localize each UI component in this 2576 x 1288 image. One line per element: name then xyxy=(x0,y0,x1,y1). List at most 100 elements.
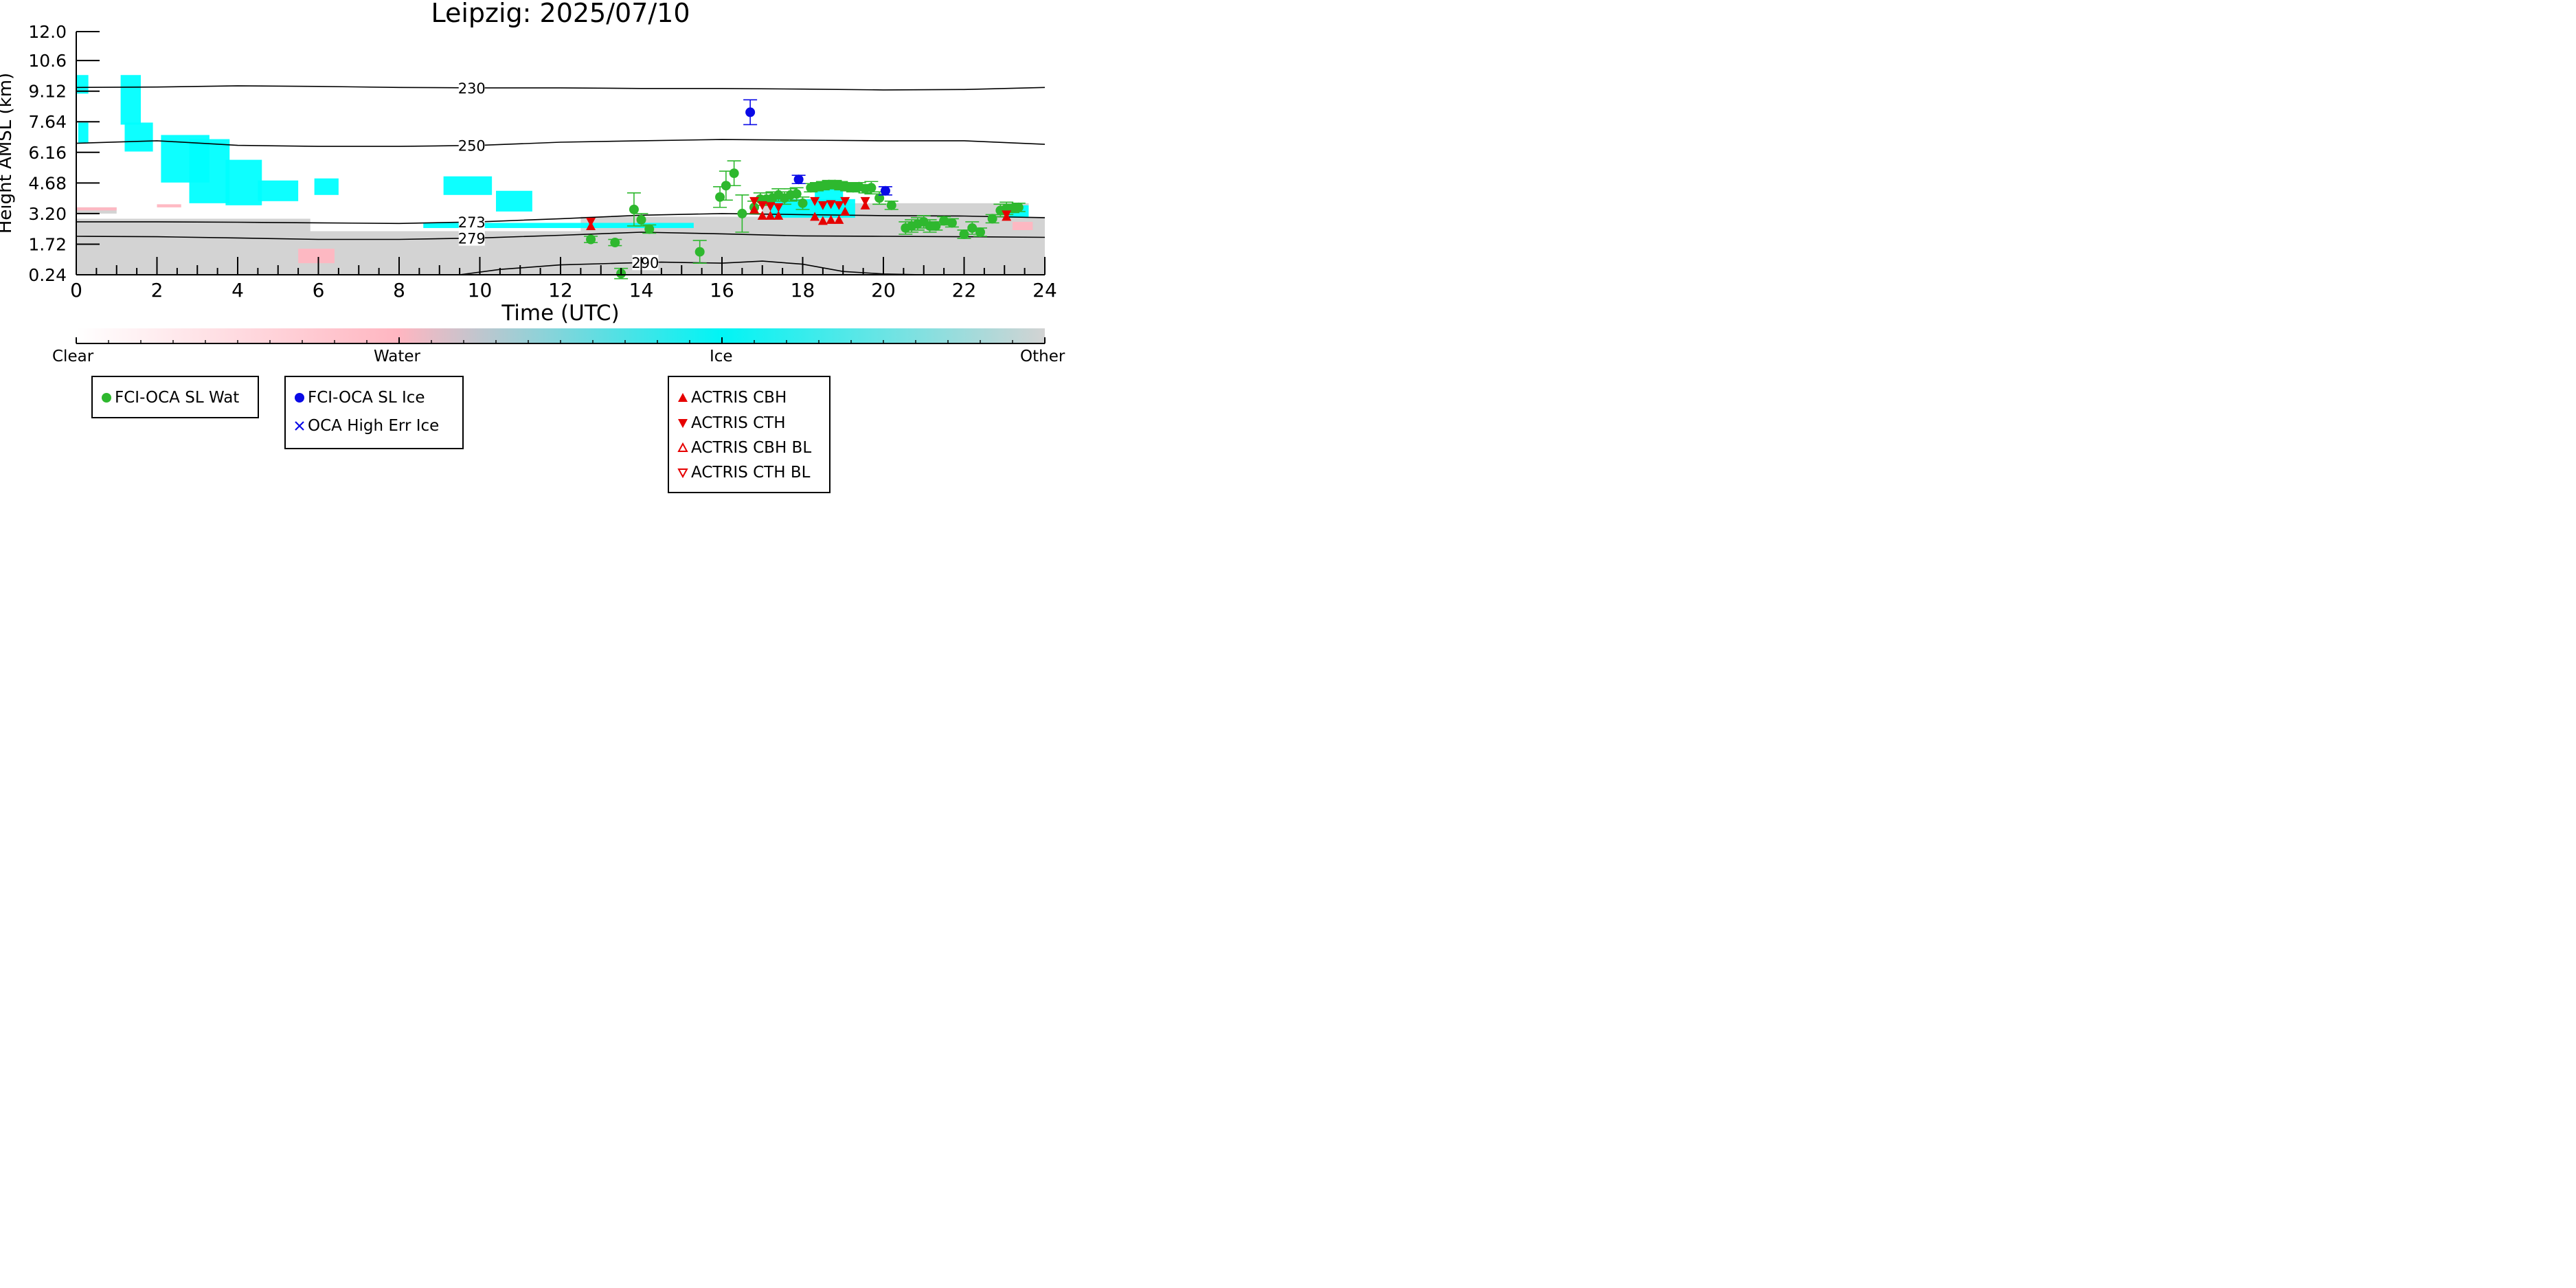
plot-axes: 12.010.69.127.646.164.683.201.720.240 2 4 6… xyxy=(28,22,1057,302)
cloud-region-ice xyxy=(258,180,299,201)
cloud-mask-regions xyxy=(76,75,1045,275)
contour-label-bg xyxy=(458,80,485,95)
data-point-cth xyxy=(586,217,596,227)
data-point-cth xyxy=(1002,210,1012,220)
data-point xyxy=(874,193,885,203)
cloud-region-ice xyxy=(225,159,262,205)
data-point xyxy=(729,168,739,179)
data-point-cbh xyxy=(810,212,820,221)
data-point-cbh xyxy=(773,210,784,220)
data-point-cbh xyxy=(834,214,844,224)
data-point-cbh xyxy=(817,216,828,225)
contour-label-273: 273 xyxy=(458,214,486,231)
x-tick-label: 8 xyxy=(393,279,405,302)
cloud-region-ice xyxy=(120,75,141,125)
x-tick-label: 22 xyxy=(952,279,977,302)
data-point xyxy=(959,229,969,239)
cloud-region-ice xyxy=(76,75,89,94)
contour-label-250: 250 xyxy=(458,138,486,155)
data-point xyxy=(987,214,997,224)
data-point xyxy=(629,204,639,214)
y-tick-label: 1.72 xyxy=(28,234,67,254)
y-tick-label: 9.12 xyxy=(28,82,67,102)
data-point xyxy=(694,247,705,257)
triangle-up-open-icon xyxy=(677,442,688,452)
x-tick-label: 10 xyxy=(468,279,493,302)
x-tick-label: 16 xyxy=(710,279,734,302)
contour-label-290: 290 xyxy=(631,255,659,271)
legend-label: OCA High Err Ice xyxy=(308,417,440,435)
x-tick-label: 12 xyxy=(548,279,573,302)
y-tick-label: 12.0 xyxy=(28,22,67,42)
data-point-cth xyxy=(860,196,870,206)
cloud-region-water xyxy=(1013,221,1033,230)
data-point xyxy=(715,192,725,202)
data-point xyxy=(791,189,802,199)
data-point-cth xyxy=(834,201,844,210)
data-point xyxy=(745,107,756,117)
legend-ice: FCI-OCA SL Ice OCA High Err Ice xyxy=(284,376,464,449)
data-point xyxy=(636,214,646,225)
colorbar-gradient xyxy=(76,328,1045,343)
data-point-cth xyxy=(765,202,776,212)
contour-label-bg xyxy=(458,230,485,246)
data-point xyxy=(610,238,620,248)
data-point xyxy=(1013,202,1024,212)
data-point-cth xyxy=(810,196,820,206)
data-point xyxy=(939,216,949,226)
legend-label: ACTRIS CTH BL xyxy=(691,464,811,482)
data-point xyxy=(721,181,731,191)
cloud-region-ice xyxy=(314,178,339,195)
contour-label-230: 230 xyxy=(458,80,486,97)
x-tick-label: 14 xyxy=(629,279,654,302)
x-axis-label: Time (UTC) xyxy=(501,301,619,326)
cloud-region-ice xyxy=(496,190,532,212)
y-tick-label: 3.20 xyxy=(28,204,67,224)
data-point xyxy=(866,183,877,193)
y-tick-label: 7.64 xyxy=(28,112,67,132)
x-tick-label: 20 xyxy=(871,279,896,302)
contour-label-bg xyxy=(458,214,485,230)
cloud-region-ice xyxy=(189,139,230,203)
data-point xyxy=(644,224,655,234)
blue-dot-icon xyxy=(295,393,304,403)
contour-line-279 xyxy=(76,231,1045,240)
y-axis-label: Height AMSL (km) xyxy=(0,73,16,234)
colorbar-label-other: Other xyxy=(1020,348,1065,365)
data-point-cth xyxy=(817,201,828,210)
triangle-down-icon xyxy=(678,419,688,428)
legend-label: ACTRIS CTH xyxy=(691,414,786,432)
data-point-cbh xyxy=(765,210,776,220)
data-point xyxy=(967,223,978,233)
chart-title: Leipzig: 2025/07/10 xyxy=(431,0,690,28)
legend-actris: ACTRIS CBH ACTRIS CTH ACTRIS CBH BL ACTR… xyxy=(668,376,831,493)
data-point-cbh xyxy=(826,214,836,224)
cloud-region-water xyxy=(298,249,335,264)
contour-label-bg xyxy=(632,255,659,271)
cloud-region-water xyxy=(157,204,181,207)
y-tick-label: 6.16 xyxy=(28,143,67,163)
data-point-cth xyxy=(826,200,836,210)
retrieval-markers xyxy=(584,99,1026,280)
x-tick-label: 4 xyxy=(231,279,244,302)
legend-label: ACTRIS CBH BL xyxy=(691,439,812,457)
blue-x-icon xyxy=(295,421,304,431)
data-point xyxy=(586,234,596,245)
x-tick-label: 24 xyxy=(1032,279,1057,302)
cloud-region-ice xyxy=(124,122,153,152)
data-point-cbh xyxy=(749,204,759,214)
legend-label: FCI-OCA SL Wat xyxy=(115,389,240,407)
data-point-cth xyxy=(749,196,759,206)
contour-line-273 xyxy=(76,213,1045,225)
data-point-cbh xyxy=(840,206,850,216)
colorbar-label-ice: Ice xyxy=(710,348,733,365)
triangle-up-icon xyxy=(678,393,688,402)
contour-line-250 xyxy=(76,139,1045,147)
cloud-region-water xyxy=(76,207,117,211)
data-point xyxy=(880,185,890,196)
cloud-region-ice xyxy=(443,176,493,195)
data-point xyxy=(975,227,985,237)
contour-label-279: 279 xyxy=(458,231,486,247)
